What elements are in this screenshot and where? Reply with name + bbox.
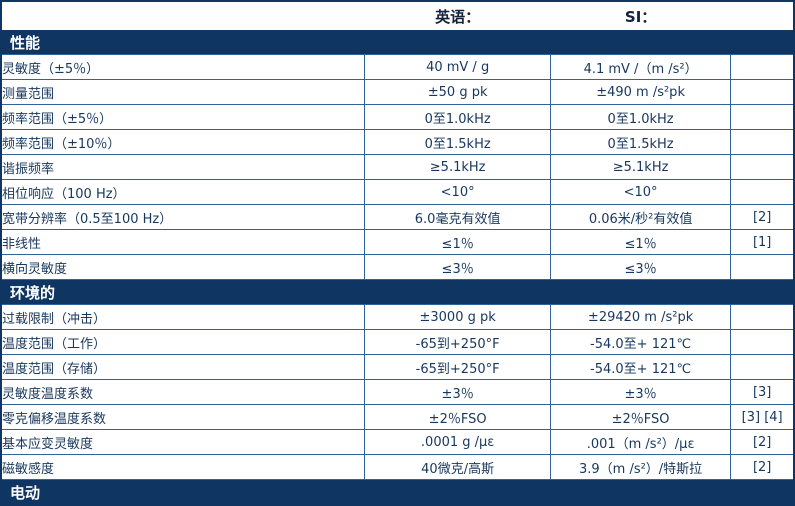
table-row: 灵敏度（±5％） 40 mV / g 4.1 mV /（m /s²） bbox=[0, 54, 795, 80]
table-row: 相位响应（100 Hz） <10° <10° bbox=[0, 179, 795, 205]
spec-label: 零克偏移温度系数 bbox=[0, 404, 366, 430]
section-header-electrical: 电动 bbox=[1, 479, 794, 505]
spec-label: 非线性 bbox=[0, 229, 366, 255]
table-header-row: 英语： SI： bbox=[1, 1, 794, 30]
spec-label: 频率范围（±5％） bbox=[0, 104, 366, 130]
table-row: 过载限制（冲击） ±3000 g pk ±29420 m /s²pk bbox=[0, 304, 795, 330]
si-value: ≤3％ bbox=[549, 254, 732, 280]
note-ref bbox=[730, 79, 795, 105]
header-empty-cell bbox=[1, 1, 365, 30]
note-ref: [3] [4] bbox=[730, 404, 795, 430]
si-value: ±2％FSO bbox=[549, 404, 732, 430]
table-row: 谐振频率 ≥5.1kHz ≥5.1kHz bbox=[0, 154, 795, 180]
english-value: ±3％ bbox=[364, 379, 551, 405]
spec-label: 灵敏度温度系数 bbox=[0, 379, 366, 405]
note-ref: [1] bbox=[730, 229, 795, 255]
si-value: 0至1.0kHz bbox=[549, 104, 732, 130]
si-value: <10° bbox=[549, 179, 732, 205]
si-value: 3.9（m /s²）/特斯拉 bbox=[549, 454, 732, 480]
note-ref: [2] bbox=[730, 204, 795, 230]
english-value: ≤3％ bbox=[364, 254, 551, 280]
spec-label: 温度范围（存储） bbox=[0, 354, 366, 380]
si-value: -54.0至+ 121℃ bbox=[549, 354, 732, 380]
section-header-performance: 性能 bbox=[1, 30, 794, 55]
english-value: ±50 g pk bbox=[364, 79, 551, 105]
header-english: 英语： bbox=[364, 1, 551, 30]
spec-label: 横向灵敏度 bbox=[0, 254, 366, 280]
spec-label: 基本应变灵敏度 bbox=[0, 429, 366, 455]
english-value: -65到+250°F bbox=[364, 354, 551, 380]
section-title: 电动 bbox=[1, 479, 794, 505]
english-value: ±3000 g pk bbox=[364, 304, 551, 330]
spec-label: 磁敏感度 bbox=[0, 454, 366, 480]
note-ref bbox=[730, 104, 795, 130]
header-notes-cell bbox=[730, 1, 794, 30]
spec-label: 相位响应（100 Hz） bbox=[0, 179, 366, 205]
table-row: 频率范围（±10％） 0至1.5kHz 0至1.5kHz bbox=[0, 129, 795, 155]
note-ref bbox=[730, 304, 795, 330]
english-value: <10° bbox=[364, 179, 551, 205]
spec-label: 过载限制（冲击） bbox=[0, 304, 366, 330]
table-row: 宽带分辨率（0.5至100 Hz） 6.0毫克有效值 0.06米/秒²有效值 [… bbox=[0, 204, 795, 230]
english-value: 0至1.0kHz bbox=[364, 104, 551, 130]
english-value: ≥5.1kHz bbox=[364, 154, 551, 180]
table-row: 温度范围（存储） -65到+250°F -54.0至+ 121℃ bbox=[0, 354, 795, 380]
note-ref bbox=[730, 329, 795, 355]
si-value: ±3％ bbox=[549, 379, 732, 405]
si-value: -54.0至+ 121℃ bbox=[549, 329, 732, 355]
note-ref bbox=[730, 354, 795, 380]
table-row: 非线性 ≤1％ ≤1％ [1] bbox=[0, 229, 795, 255]
section-title: 环境的 bbox=[1, 279, 794, 305]
table-row: 测量范围 ±50 g pk ±490 m /s²pk bbox=[0, 79, 795, 105]
table-row: 灵敏度温度系数 ±3％ ±3％ [3] bbox=[0, 379, 795, 405]
note-ref bbox=[730, 54, 795, 80]
table-row: 基本应变灵敏度 .0001 g /με .001（m /s²）/με [2] bbox=[0, 429, 795, 455]
english-value: 6.0毫克有效值 bbox=[364, 204, 551, 230]
section-header-environmental: 环境的 bbox=[1, 279, 794, 305]
english-value: 40 mV / g bbox=[364, 54, 551, 80]
si-value: 0.06米/秒²有效值 bbox=[549, 204, 732, 230]
spec-label: 宽带分辨率（0.5至100 Hz） bbox=[0, 204, 366, 230]
english-value: 0至1.5kHz bbox=[364, 129, 551, 155]
si-value: 4.1 mV /（m /s²） bbox=[549, 54, 732, 80]
si-value: ≤1％ bbox=[549, 229, 732, 255]
spec-label: 温度范围（工作） bbox=[0, 329, 366, 355]
si-value: ≥5.1kHz bbox=[549, 154, 732, 180]
spec-label: 谐振频率 bbox=[0, 154, 366, 180]
table-row: 磁敏感度 40微克/高斯 3.9（m /s²）/特斯拉 [2] bbox=[0, 454, 795, 480]
english-value: 40微克/高斯 bbox=[364, 454, 551, 480]
note-ref bbox=[730, 154, 795, 180]
si-value: ±29420 m /s²pk bbox=[549, 304, 732, 330]
section-title: 性能 bbox=[1, 30, 794, 55]
note-ref bbox=[730, 179, 795, 205]
note-ref: [2] bbox=[730, 429, 795, 455]
english-value: ±2％FSO bbox=[364, 404, 551, 430]
table-row: 频率范围（±5％） 0至1.0kHz 0至1.0kHz bbox=[0, 104, 795, 130]
english-value: ≤1％ bbox=[364, 229, 551, 255]
note-ref bbox=[730, 254, 795, 280]
table-row: 横向灵敏度 ≤3％ ≤3％ bbox=[0, 254, 795, 280]
spec-label: 频率范围（±10％） bbox=[0, 129, 366, 155]
table-row: 零克偏移温度系数 ±2％FSO ±2％FSO [3] [4] bbox=[0, 404, 795, 430]
si-value: ±490 m /s²pk bbox=[549, 79, 732, 105]
si-value: 0至1.5kHz bbox=[549, 129, 732, 155]
english-value: -65到+250°F bbox=[364, 329, 551, 355]
spec-label: 测量范围 bbox=[0, 79, 366, 105]
header-si: SI： bbox=[550, 1, 731, 30]
english-value: .0001 g /με bbox=[364, 429, 551, 455]
note-ref bbox=[730, 129, 795, 155]
note-ref: [2] bbox=[730, 454, 795, 480]
spec-label: 灵敏度（±5％） bbox=[0, 54, 366, 80]
si-value: .001（m /s²）/με bbox=[549, 429, 732, 455]
note-ref: [3] bbox=[730, 379, 795, 405]
table-row: 温度范围（工作） -65到+250°F -54.0至+ 121℃ bbox=[0, 329, 795, 355]
